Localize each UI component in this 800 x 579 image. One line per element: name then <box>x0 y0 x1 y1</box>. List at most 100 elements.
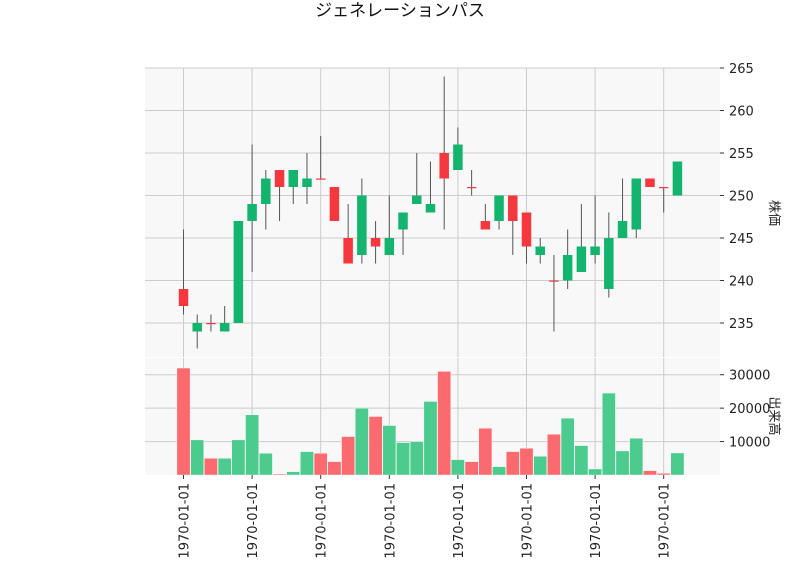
volume-bar-up <box>602 392 616 476</box>
candle-body-up <box>288 170 299 187</box>
candle-body-up <box>411 195 422 204</box>
volume-bar-down <box>204 458 218 476</box>
price-tick-label: 260 <box>729 105 754 120</box>
volume-bar-down <box>519 448 534 476</box>
candle-body-up <box>219 323 230 332</box>
candle-body-up <box>302 178 312 187</box>
candle-body-up <box>672 161 683 196</box>
candle-body-down <box>645 178 655 187</box>
volume-bar-down <box>368 416 383 476</box>
x-tick-label: 1970-01-01 <box>315 483 330 559</box>
candle-body-down <box>658 187 669 189</box>
axes: 235 240 245 250 255 260 265 10000 20000 30000 1970… <box>178 62 771 559</box>
candle-body-down <box>549 280 559 282</box>
candle-body-up <box>590 246 600 255</box>
candle-body-up <box>398 212 408 230</box>
x-tick-label: 1970-01-01 <box>521 483 536 559</box>
volume-bar-up <box>259 453 273 476</box>
candle-body-up <box>247 204 257 221</box>
volume-bar-up <box>588 468 602 476</box>
candle-body-up <box>233 221 244 323</box>
volume-bar-down <box>464 461 479 476</box>
x-tick-label: 1970-01-01 <box>178 483 193 559</box>
price-tick-label: 240 <box>729 275 754 290</box>
volume-bar-down <box>341 436 355 476</box>
candle-body-up <box>562 255 573 281</box>
candle-body-up <box>617 221 628 238</box>
candle-body-down <box>315 178 326 180</box>
volume-bar-up <box>574 445 589 476</box>
volume-bar-down <box>313 453 328 476</box>
volume-bar-down <box>272 473 287 476</box>
volume-bar-up <box>382 425 397 476</box>
volume-bar-up <box>615 450 630 476</box>
volume-bar-up <box>492 466 506 476</box>
volume-bar-down <box>327 461 342 476</box>
volume-bar-up <box>423 401 438 476</box>
volume-bar-down <box>176 367 191 476</box>
candle-body-down <box>206 323 216 325</box>
volume-bar-up <box>451 459 465 476</box>
candle-body-up <box>453 144 463 170</box>
candle-body-down <box>439 153 449 179</box>
volume-tick-label: 20000 <box>729 402 770 417</box>
candle-body-down <box>466 187 477 189</box>
candle-body-down <box>370 238 381 247</box>
x-tick-label: 1970-01-01 <box>452 483 467 559</box>
volume-bars <box>176 367 685 476</box>
price-tick-label: 235 <box>729 317 754 332</box>
volume-bar-down <box>547 434 561 476</box>
volume-bar-up <box>670 452 685 476</box>
volume-bar-up <box>231 439 246 476</box>
candle-body-up <box>494 195 504 221</box>
volume-bar-up <box>533 456 548 476</box>
x-tick-label: 1970-01-01 <box>589 483 604 559</box>
candle-body-down <box>329 187 340 221</box>
volume-bar-up <box>409 441 424 476</box>
candle-body-down <box>480 221 491 230</box>
volume-bar-down <box>478 428 493 476</box>
candle-body-up <box>535 246 545 255</box>
volume-bar-down <box>656 473 671 476</box>
volume-bar-up <box>396 442 410 476</box>
volume-bar-down <box>505 451 520 476</box>
candle-body-down <box>521 212 532 247</box>
volume-bar-up <box>629 438 644 476</box>
volume-bar-up <box>355 407 369 476</box>
candle-body-up <box>261 178 271 204</box>
candle-body-down <box>508 195 518 221</box>
candle-body-up <box>425 204 436 213</box>
price-tick-label: 245 <box>729 232 754 247</box>
volume-bar-up <box>300 451 314 476</box>
price-axis-label: 株価 <box>766 200 781 226</box>
x-tick-label: 1970-01-01 <box>658 483 673 559</box>
volume-tick-label: 30000 <box>729 369 770 384</box>
candle-body-up <box>384 238 395 255</box>
volume-bar-down <box>643 470 657 476</box>
volume-bar-up <box>245 414 259 476</box>
candle-bodies <box>178 144 683 332</box>
volume-bar-up <box>190 439 205 476</box>
candle-body-up <box>604 238 614 289</box>
volume-axis-label: 出来高 <box>766 396 782 435</box>
price-tick-label: 255 <box>729 147 754 162</box>
volume-bar-up <box>286 471 301 476</box>
candle-body-up <box>192 323 202 332</box>
volume-tick-label: 10000 <box>729 436 770 451</box>
candle-body-down <box>178 289 189 306</box>
price-tick-label: 250 <box>729 190 754 205</box>
price-tick-label: 265 <box>729 62 754 77</box>
candle-body-down <box>274 170 285 187</box>
x-tick-label: 1970-01-01 <box>383 483 398 559</box>
candle-body-down <box>343 238 353 264</box>
candle-body-up <box>631 178 642 230</box>
chart-title: ジェネレーションパス <box>315 1 485 21</box>
volume-bar-up <box>560 417 575 476</box>
candle-body-up <box>357 195 367 255</box>
candle-body-up <box>576 246 587 272</box>
volume-bar-up <box>217 458 232 476</box>
x-tick-label: 1970-01-01 <box>246 483 261 559</box>
volume-bar-down <box>437 371 451 476</box>
